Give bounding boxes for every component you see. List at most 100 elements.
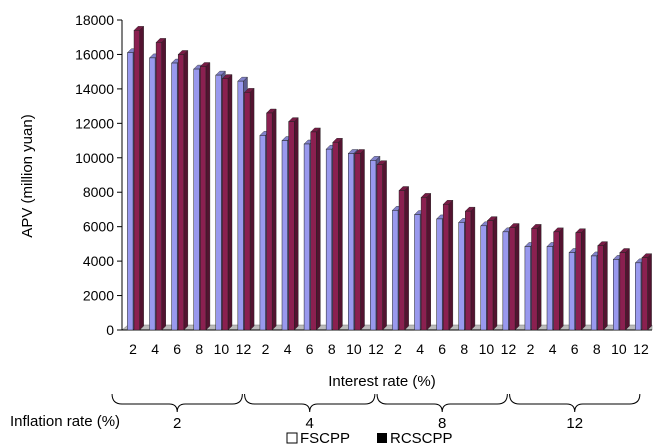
bar-fscpp — [325, 148, 333, 331]
y-tick-label: 4000 — [83, 253, 114, 269]
x-tick-label: 4 — [151, 341, 159, 357]
legend-swatch-fscpp — [286, 432, 298, 444]
x-tick-label: 10 — [479, 341, 495, 357]
bar-fscpp — [568, 252, 575, 331]
group-label: 4 — [306, 415, 314, 432]
y-tick-label: 2000 — [83, 288, 114, 304]
bar-rcscpp-side — [536, 223, 542, 331]
y-tick-label: 0 — [106, 322, 114, 338]
x-tick-label: 12 — [236, 341, 252, 357]
bar-rcscpp — [442, 204, 450, 331]
group-label: 8 — [438, 415, 446, 432]
bar-rcscpp-side — [404, 186, 409, 331]
x-tick-label: 8 — [195, 341, 203, 357]
legend-swatch-rcscpp — [377, 433, 387, 443]
x-tick-label: 4 — [549, 341, 557, 357]
group-brace — [509, 393, 641, 413]
bar-rcscpp-side — [559, 227, 564, 331]
bar-rcscpp-side — [448, 199, 454, 331]
bar-rcscpp — [332, 142, 339, 331]
x-tick-label: 6 — [571, 341, 579, 357]
bar-rcscpp-side — [360, 148, 365, 331]
y-tick-label: 18000 — [75, 12, 114, 28]
x-tick-label: 8 — [593, 341, 601, 357]
x-tick-label: 8 — [328, 341, 336, 357]
bar-rcscpp — [465, 210, 472, 331]
bar-rcscpp — [575, 232, 582, 331]
y-axis-label: APV (million yuan) — [19, 114, 36, 237]
bar-rcscpp — [310, 131, 317, 331]
y-tick-label: 14000 — [75, 81, 114, 97]
bar-fscpp — [193, 68, 200, 331]
bar-rcscpp — [133, 30, 140, 331]
legend: FSCPP RCSCPP — [286, 430, 453, 447]
bar-rcscpp-side — [227, 74, 233, 331]
bar-rcscpp — [376, 164, 383, 331]
x-tick-label: 10 — [611, 341, 627, 357]
bar-rcscpp — [177, 54, 185, 331]
group-brace — [111, 393, 243, 413]
x-tick-label: 12 — [633, 341, 649, 357]
bar-rcscpp-side — [249, 87, 255, 331]
bar-rcscpp — [354, 153, 361, 331]
bar-fscpp — [370, 160, 377, 331]
y-tick-label: 8000 — [83, 184, 114, 200]
x-tick-label: 12 — [368, 341, 384, 357]
x-tick-label: 10 — [214, 341, 230, 357]
bar-fscpp — [480, 225, 487, 331]
x-tick-label: 10 — [346, 341, 362, 357]
bar-rcscpp-side — [382, 160, 387, 331]
bar-fscpp — [215, 74, 222, 331]
bar-rcscpp — [266, 112, 273, 331]
bar-rcscpp-side — [338, 137, 343, 331]
bar-rcscpp — [398, 190, 405, 331]
bar-rcscpp — [531, 228, 538, 331]
bar-rcscpp — [597, 245, 604, 331]
x-tick-label: 4 — [284, 341, 292, 357]
bar-rcscpp-side — [492, 216, 498, 331]
x-tick-label: 8 — [460, 341, 468, 357]
x-tick-label: 6 — [438, 341, 446, 357]
bar-fscpp — [524, 246, 531, 331]
bar-fscpp — [546, 246, 553, 331]
bar-rcscpp — [420, 197, 427, 331]
bar-rcscpp-side — [581, 228, 586, 331]
x-tick-label: 2 — [262, 341, 270, 357]
bar-rcscpp-side — [647, 253, 652, 331]
bar-rcscpp-side — [205, 62, 211, 331]
bar-rcscpp-side — [514, 223, 520, 331]
y-tick-label: 6000 — [83, 219, 114, 235]
bar-fscpp — [171, 62, 178, 331]
x-axis-label: Interest rate (%) — [328, 373, 436, 390]
bar-fscpp — [458, 222, 465, 331]
bar-fscpp — [303, 143, 310, 331]
bar-rcscpp-side — [603, 241, 608, 331]
bar-rcscpp — [222, 78, 229, 331]
bar-fscpp — [149, 57, 156, 331]
bar-fscpp — [127, 52, 134, 331]
bar-rcscpp — [487, 220, 494, 331]
bar-fscpp — [281, 140, 288, 331]
bar-rcscpp — [155, 42, 162, 331]
legend-label-rcscpp: RCSCPP — [390, 430, 453, 447]
bar-rcscpp-side — [139, 25, 144, 331]
bar-fscpp — [590, 255, 598, 331]
x-tick-label: 2 — [129, 341, 137, 357]
group-brace — [376, 393, 508, 413]
group-axis-label: Inflation rate (%) — [10, 413, 120, 430]
bar-rcscpp-side — [183, 49, 189, 331]
bar-rcscpp-side — [625, 248, 630, 331]
x-tick-label: 6 — [306, 341, 314, 357]
x-tick-label: 6 — [173, 341, 181, 357]
bar-rcscpp — [619, 252, 626, 331]
bar-rcscpp — [244, 92, 251, 331]
bar-fscpp — [392, 210, 399, 331]
x-tick-label: 2 — [527, 341, 535, 357]
group-brace — [244, 393, 376, 413]
bar-fscpp — [237, 80, 244, 331]
x-tick-label: 12 — [501, 341, 517, 357]
bar-fscpp — [635, 262, 642, 331]
bar-fscpp — [502, 231, 509, 331]
bar-rcscpp — [553, 231, 560, 331]
